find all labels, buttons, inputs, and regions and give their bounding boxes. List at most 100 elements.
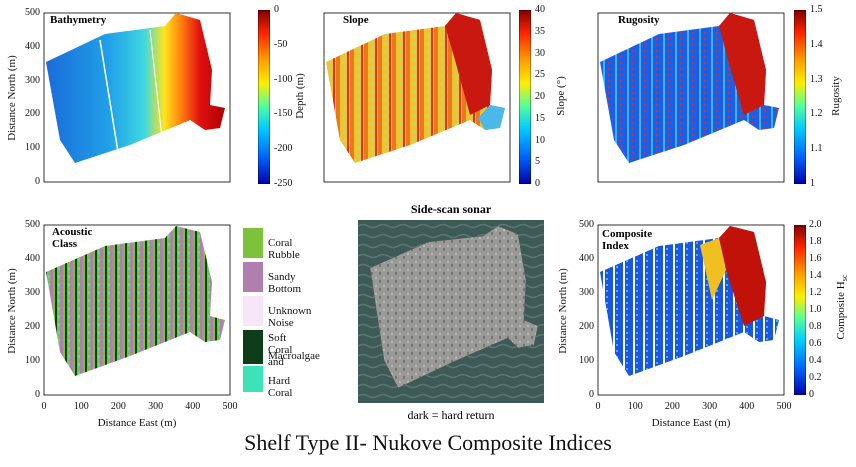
bathymetry-ytick: 0 [35,176,40,187]
bathymetry-cbar-tick: -150 [274,108,293,120]
bathymetry-cbar-tick: -200 [274,143,293,155]
bathymetry-cbar-tick: -50 [274,38,288,50]
slope-title: Slope [343,14,369,26]
slope-cbar-tick: 25 [535,69,545,81]
composite-cbar-tick: 0.8 [809,321,822,332]
slope-cbar-tick: 15 [535,112,545,124]
bathymetry-surface [46,13,225,163]
composite-colorbar [794,225,806,395]
bathymetry-ytick: 100 [25,142,40,154]
acoustic-xtick: 500 [222,401,238,412]
acoustic-xtick: 400 [185,401,201,412]
rugosity-axes [597,12,785,183]
acoustic-title: Acoustic Class [52,226,93,250]
composite-ytick: 300 [579,287,594,298]
acoustic-xtick: 100 [73,401,89,412]
composite-cbar-tick: 0.4 [809,355,822,366]
rugosity-cbar-tick: 1.1 [810,143,823,155]
acoustic-xtick: 300 [148,401,164,412]
rugosity-colorbar [794,10,806,184]
sonar-title: Side-scan sonar [410,202,492,216]
acoustic-xtick: 200 [110,401,126,412]
composite-xtick: 500 [776,401,792,412]
slope-axes [323,12,511,183]
bathymetry-ytick: 500 [25,7,40,18]
composite-axes [597,224,785,396]
slope-cbar-tick: 30 [535,47,545,59]
composite-ytick: 100 [579,355,594,366]
rugosity-cbar-tick: 1.3 [810,73,823,85]
slope-colorbar [519,10,531,184]
slope-cbar-tick: 40 [535,4,545,15]
rugosity-cbar-tick: 1.2 [810,108,823,120]
bathymetry-ytick: 300 [25,74,40,86]
rugosity-cbar-tick: 1.4 [810,38,823,50]
composite-cbar-tick: 1.4 [809,270,822,281]
composite-ytick: 400 [579,253,594,264]
composite-xtick: 200 [664,401,680,412]
legend-swatch [243,330,263,364]
page-title: Shelf Type II- Nukove Composite Indices [244,430,612,455]
composite-cbar-tick: 1.8 [809,236,822,247]
composite-ylabel: Distance North (m) [557,268,569,354]
acoustic-ytick: 500 [25,219,40,230]
legend-label: Macroalgae [268,350,320,362]
composite-cbar-tick: 2.0 [809,219,822,230]
legend-swatch [243,228,263,258]
composite-cbar-tick: 0.6 [809,338,822,349]
bathymetry-cbar-tick: -250 [274,178,293,189]
composite-ytick: 0 [589,389,594,400]
bathymetry-cbar-tick: -100 [274,73,293,85]
acoustic-ytick: 400 [25,253,40,264]
rugosity-cbar-tick: 1 [810,178,815,189]
acoustic-surface [46,226,225,376]
composite-cbar-tick: 0.2 [809,372,822,383]
rugosity-cbar-tick: 1.5 [810,4,823,15]
legend-label: Sandy Bottom [268,271,302,295]
acoustic-axes [43,224,231,396]
sonar-mosaic [369,225,539,389]
acoustic-ytick: 100 [25,355,40,366]
composite-xtick: 0 [595,401,601,412]
slope-cbar-tick: 5 [535,156,540,168]
acoustic-xtick: 0 [41,401,47,412]
sonar-image [358,220,544,403]
composite-xtick: 100 [627,401,643,412]
sonar-caption: dark = hard return [407,408,495,422]
legend-swatch [243,262,263,292]
composite-cbar-tick: 1.0 [809,304,822,315]
composite-xtick: 400 [739,401,755,412]
legend-swatch [243,296,263,326]
bathymetry-axes [43,12,231,183]
legend-label: Unknown Noise [268,305,312,329]
bathymetry-ytick: 400 [25,40,40,52]
bathymetry-colorbar [258,10,270,184]
composite-xtick: 300 [702,401,718,412]
slope-cbar-tick: 35 [535,25,545,37]
composite-cbar-tick: 1.6 [809,253,822,264]
composite-colorbar-label: Composite Hsc [834,274,850,340]
acoustic-ytick: 0 [35,389,40,400]
bathymetry-cbar-tick: 0 [274,4,279,15]
rugosity-title: Rugosity [618,14,660,26]
legend-swatch [243,366,263,392]
composite-xlabel: Distance East (m) [651,417,731,429]
acoustic-xlabel: Distance East (m) [97,417,177,429]
slope-cbar-tick: 20 [535,91,545,102]
acoustic-ytick: 200 [25,321,40,332]
composite-ytick: 500 [579,219,594,230]
legend-label: Coral Rubble [268,237,300,261]
slope-cbar-tick: 0 [535,178,540,189]
bathymetry-title: Bathymetry [50,14,107,26]
composite-ytick: 200 [579,321,594,332]
composite-cbar-tick: 1.2 [809,287,822,298]
bathymetry-ytick: 200 [25,108,40,120]
acoustic-ytick: 300 [25,287,40,298]
composite-title: Composite Index [602,228,653,252]
legend-label: Soft Coral and [268,332,293,368]
